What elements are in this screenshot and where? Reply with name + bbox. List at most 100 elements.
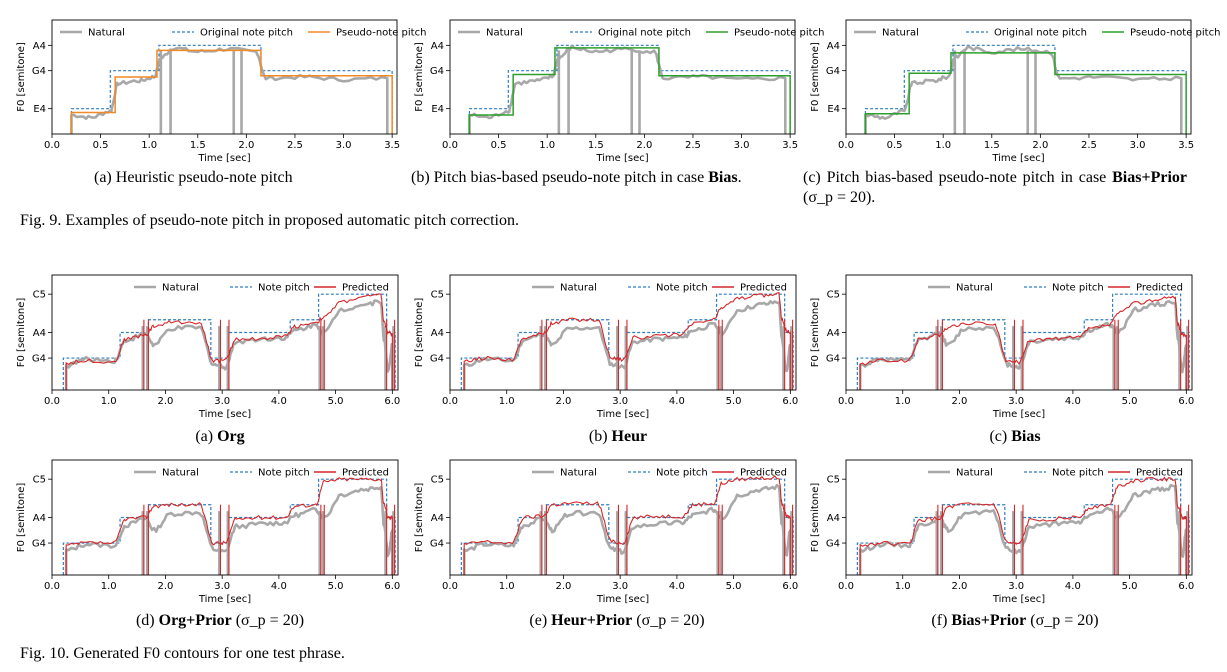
x-tick-label: 3.5 bbox=[384, 140, 400, 151]
x-tick-label: 3.0 bbox=[1008, 396, 1024, 407]
legend-label: Natural bbox=[560, 468, 597, 479]
legend-label: Natural bbox=[162, 468, 199, 479]
y-tick-label: A4 bbox=[33, 41, 46, 52]
fig9-subcaption-b: (b) Pitch bias-based pseudo-note pitch i… bbox=[411, 169, 742, 186]
y-tick-label: A4 bbox=[431, 513, 444, 524]
x-axis-label: Time [sec] bbox=[595, 153, 648, 164]
legend-label: Natural bbox=[88, 28, 125, 39]
pseudo-note-pitch-line bbox=[468, 47, 791, 134]
legend-label: Predicted bbox=[342, 283, 389, 294]
x-tick-label: 0.0 bbox=[838, 140, 854, 151]
legend-label: Note pitch bbox=[656, 468, 708, 479]
x-tick-label: 2.0 bbox=[951, 396, 967, 407]
natural-f0-line bbox=[462, 483, 792, 575]
x-axis-label: Time [sec] bbox=[596, 594, 649, 605]
x-tick-label: 6.0 bbox=[1178, 396, 1194, 407]
x-tick-label: 1.0 bbox=[539, 140, 555, 151]
x-tick-label: 2.0 bbox=[1032, 140, 1048, 151]
x-tick-label: 0.0 bbox=[442, 140, 458, 151]
y-axis-label: F0 [semitone] bbox=[414, 42, 425, 112]
legend-label: Pseudo-note pitch bbox=[734, 28, 824, 39]
chart-fig10e: 0.0 1.0 2.0 3.0 4.0 5.0 6.0 G4 A4 C5 Time [sec] F0 … bbox=[414, 459, 798, 605]
x-tick-label: 1.0 bbox=[499, 581, 515, 592]
y-tick-label: G4 bbox=[826, 354, 840, 365]
x-tick-label: 1.0 bbox=[141, 140, 157, 151]
plot-area bbox=[856, 476, 1190, 575]
y-tick-label: C5 bbox=[827, 475, 840, 486]
legend-label: Predicted bbox=[740, 283, 787, 294]
x-tick-label: 4.0 bbox=[1065, 581, 1081, 592]
note-pitch-line bbox=[70, 44, 393, 134]
x-tick-label: 0.0 bbox=[44, 581, 60, 592]
x-tick-label: 2.0 bbox=[157, 396, 173, 407]
x-tick-label: 0.0 bbox=[44, 140, 60, 151]
chart-fig9c: 0.0 0.5 1.0 1.5 2.0 2.5 3.0 3.5 E4 G4 A4 Time [sec]… bbox=[810, 19, 1220, 164]
natural-f0-line bbox=[462, 300, 792, 390]
x-tick-label: 5.0 bbox=[328, 396, 344, 407]
legend-label: Original note pitch bbox=[994, 28, 1087, 39]
fig9-subcaption-a: (a) Heuristic pseudo-note pitch bbox=[94, 169, 293, 186]
legend-label: Note pitch bbox=[656, 283, 708, 294]
y-axis-label: F0 [semitone] bbox=[810, 298, 821, 368]
y-axis-label: F0 [semitone] bbox=[16, 42, 27, 112]
predicted-f0-line bbox=[65, 477, 393, 575]
x-tick-label: 5.0 bbox=[328, 581, 344, 592]
natural-f0-line bbox=[70, 46, 389, 134]
chart-fig10c: 0.0 1.0 2.0 3.0 4.0 5.0 6.0 G4 A4 C5 Time [sec] F0 … bbox=[810, 274, 1194, 420]
legend-label: Natural bbox=[882, 28, 919, 39]
x-tick-label: 3.0 bbox=[1008, 581, 1024, 592]
x-tick-label: 2.0 bbox=[555, 581, 571, 592]
x-tick-label: 1.0 bbox=[499, 396, 515, 407]
x-tick-label: 4.0 bbox=[669, 581, 685, 592]
x-tick-label: 6.0 bbox=[782, 396, 798, 407]
x-tick-label: 2.0 bbox=[157, 581, 173, 592]
fig10-subcaption-c: (c) Bias bbox=[989, 428, 1041, 445]
fig10-subcaption-a: (a) Org bbox=[195, 428, 245, 445]
legend-label: Natural bbox=[486, 28, 523, 39]
x-tick-label: 1.5 bbox=[984, 140, 1000, 151]
y-tick-label: E4 bbox=[827, 104, 840, 115]
x-axis-label: Time [sec] bbox=[197, 153, 250, 164]
legend-label: Original note pitch bbox=[598, 28, 691, 39]
x-tick-label: 2.0 bbox=[555, 396, 571, 407]
y-tick-label: E4 bbox=[33, 104, 46, 115]
fig10-subcaption-b: (b) Heur bbox=[588, 428, 648, 445]
x-tick-label: 3.0 bbox=[1130, 140, 1146, 151]
x-tick-label: 1.0 bbox=[895, 396, 911, 407]
x-tick-label: 1.0 bbox=[935, 140, 951, 151]
x-tick-label: 1.0 bbox=[101, 581, 117, 592]
x-tick-label: 3.0 bbox=[612, 396, 628, 407]
note-pitch-line bbox=[864, 44, 1187, 134]
chart-fig10d: 0.0 1.0 2.0 3.0 4.0 5.0 6.0 G4 A4 C5 Time [sec] F0 … bbox=[16, 459, 400, 605]
plot-area bbox=[864, 44, 1187, 134]
legend-label: Original note pitch bbox=[200, 28, 293, 39]
x-tick-label: 1.0 bbox=[101, 396, 117, 407]
legend-label: Predicted bbox=[342, 468, 389, 479]
y-tick-label: C5 bbox=[33, 475, 46, 486]
y-tick-label: C5 bbox=[431, 475, 444, 486]
x-tick-label: 3.0 bbox=[336, 140, 352, 151]
plot-frame bbox=[845, 19, 1192, 135]
fig10-caption: Fig. 10. Generated F0 contours for one t… bbox=[20, 645, 345, 662]
y-tick-label: G4 bbox=[430, 539, 444, 550]
y-tick-label: G4 bbox=[430, 66, 444, 77]
y-axis-label: F0 [semitone] bbox=[16, 483, 27, 553]
y-tick-label: A4 bbox=[431, 41, 444, 52]
legend-label: Natural bbox=[560, 283, 597, 294]
y-tick-label: E4 bbox=[431, 104, 444, 115]
y-tick-label: A4 bbox=[827, 41, 840, 52]
y-axis-label: F0 [semitone] bbox=[810, 483, 821, 553]
x-tick-label: 2.0 bbox=[636, 140, 652, 151]
x-axis-label: Time [sec] bbox=[596, 409, 649, 420]
x-tick-label: 4.0 bbox=[1065, 396, 1081, 407]
x-tick-label: 6.0 bbox=[782, 581, 798, 592]
x-tick-label: 3.5 bbox=[1178, 140, 1194, 151]
predicted-f0-line bbox=[859, 295, 1187, 390]
pseudo-note-pitch-line bbox=[864, 52, 1187, 134]
x-tick-label: 5.0 bbox=[1122, 396, 1138, 407]
predicted-f0-line bbox=[463, 475, 791, 575]
plot-area bbox=[460, 291, 794, 390]
x-tick-label: 6.0 bbox=[384, 581, 400, 592]
plot-area bbox=[62, 477, 396, 575]
